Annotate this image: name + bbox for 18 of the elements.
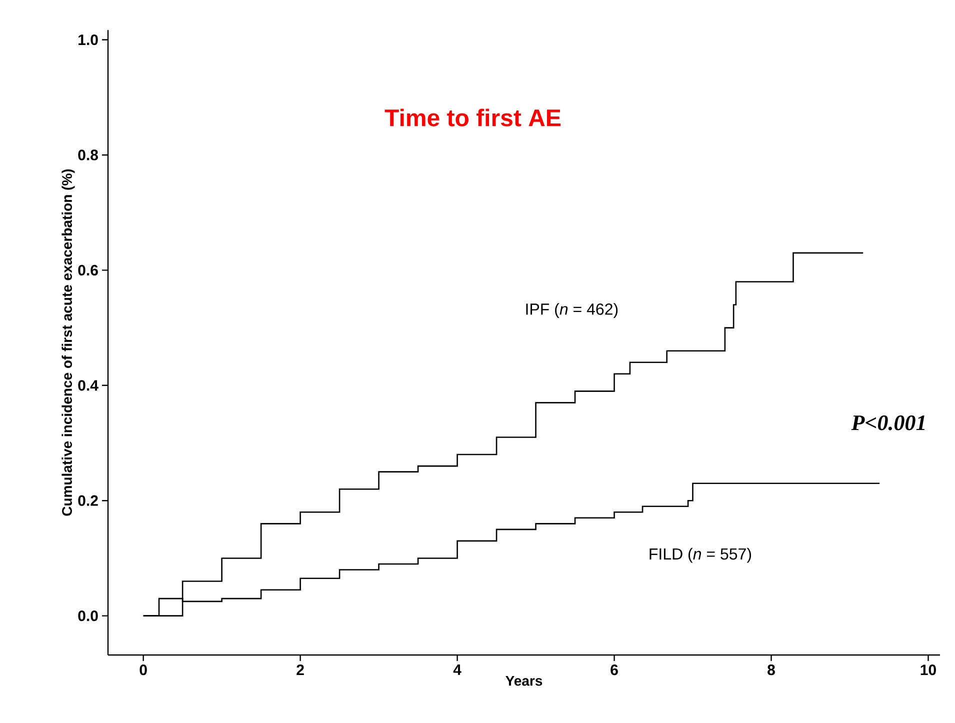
y-tick-label: 0.0: [78, 610, 98, 622]
x-tick-label: 4: [453, 664, 462, 675]
y-axis-title: Cumulative incidence of first acute exacerbation (%): [62, 169, 75, 516]
y-tick-label: 0.8: [78, 150, 98, 160]
x-tick-label: 0: [140, 664, 147, 676]
y-tick-label: 0.4: [78, 380, 98, 391]
x-tick-label: 10: [920, 664, 936, 676]
y-tick-label: 0.2: [78, 495, 98, 506]
annotation: P<0.001: [851, 415, 925, 430]
x-axis-title: Years: [506, 676, 542, 686]
y-tick-label: 0.6: [78, 264, 98, 276]
text: Time to first AE: [384, 108, 560, 126]
x-tick-label: 2: [296, 664, 304, 676]
text: IPF (n = 462): [526, 303, 618, 318]
x-tick-label: 8: [768, 664, 775, 676]
y-tick-label: 1.0: [78, 34, 98, 46]
x-tick-label: 6: [610, 664, 618, 676]
text: FILD (n = 557): [650, 548, 751, 563]
